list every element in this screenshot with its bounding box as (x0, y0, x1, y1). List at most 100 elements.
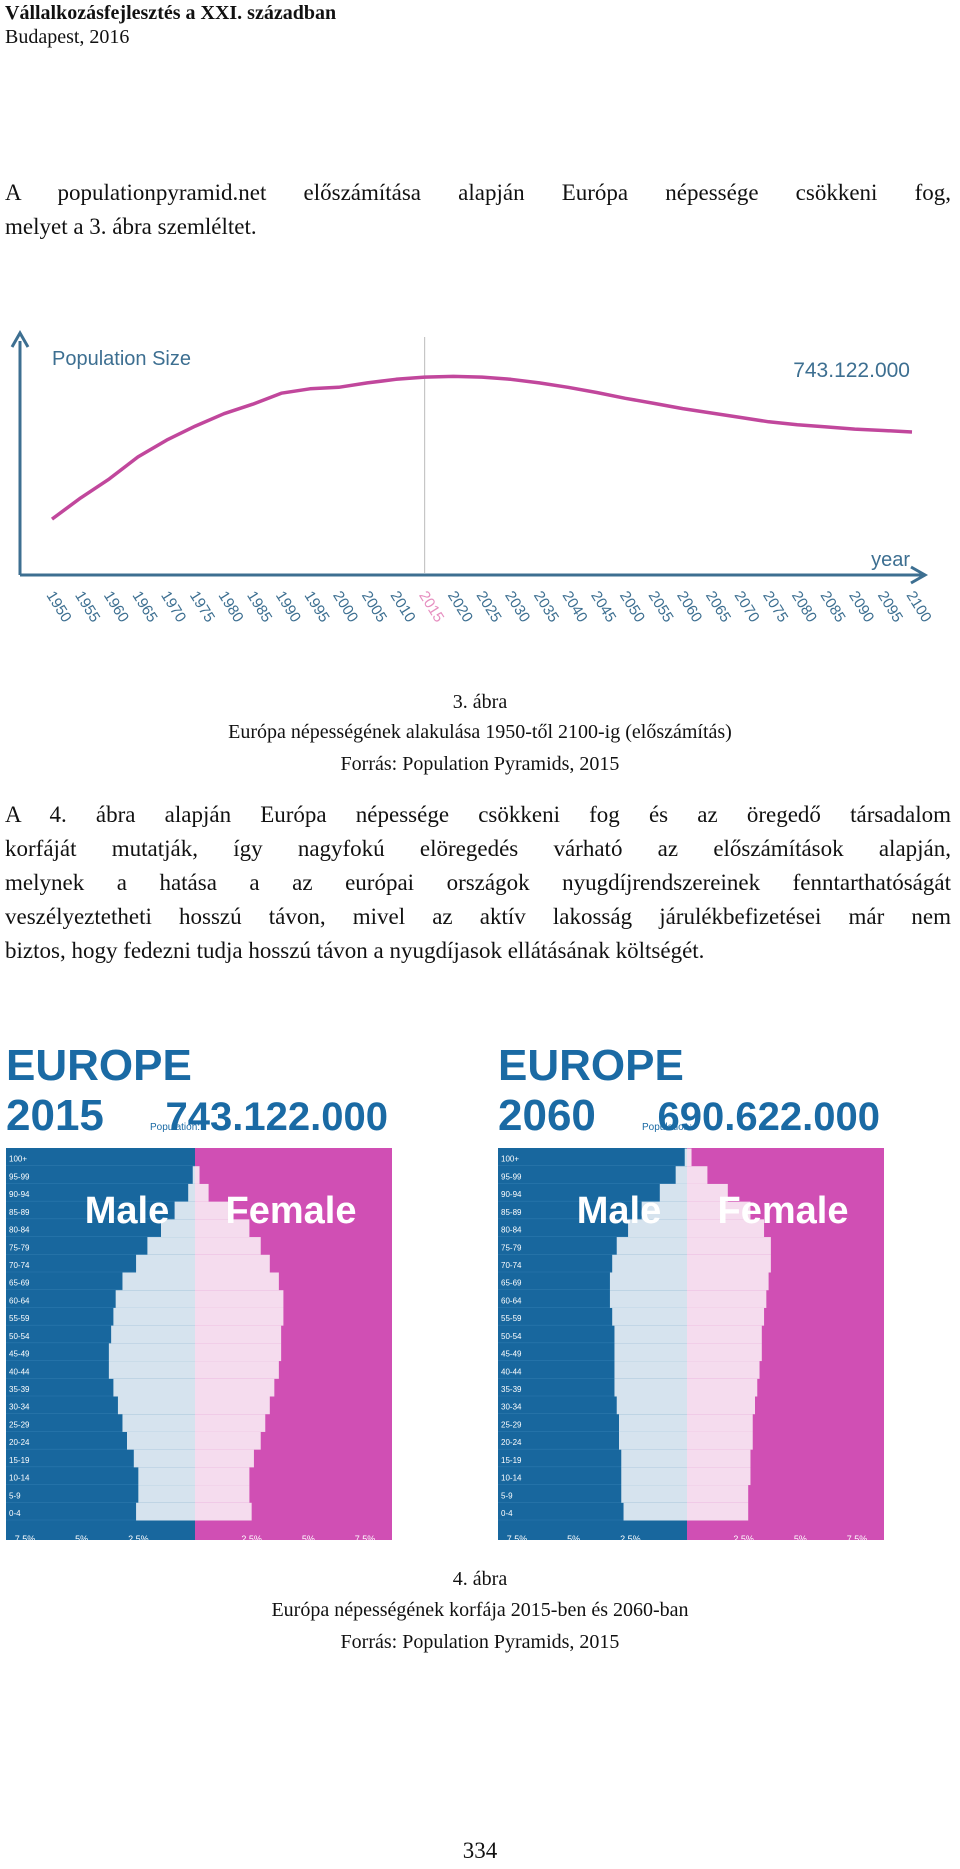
x-tick-label: 2.5% (128, 1534, 149, 1540)
x-tick-label: 2090 (845, 588, 877, 625)
male-bar (161, 1219, 195, 1238)
x-tick-label: 2020 (444, 588, 476, 625)
pyramid-year: 2060 (498, 1091, 596, 1140)
female-bar (687, 1254, 771, 1273)
female-bar (687, 1183, 728, 1202)
age-group-label: 0-4 (501, 1509, 513, 1518)
body-line: melynek a hatása a az európai országok n… (5, 870, 951, 895)
male-label: Male (85, 1190, 169, 1232)
x-tick-label: 2085 (817, 588, 849, 625)
age-group-label: 0-4 (9, 1509, 21, 1518)
female-bar (687, 1361, 760, 1379)
age-group-label: 50-54 (501, 1332, 522, 1341)
age-group-label: 20-24 (501, 1438, 522, 1447)
female-bar (687, 1431, 753, 1450)
age-group-label: 40-44 (501, 1367, 522, 1376)
male-bar (612, 1307, 687, 1326)
figure4-source: Forrás: Population Pyramids, 2015 (340, 1631, 620, 1653)
x-tick-label: 2095 (874, 588, 906, 625)
male-bar (619, 1431, 687, 1450)
age-group-label: 55-59 (9, 1314, 30, 1323)
x-tick-label: 2055 (645, 588, 677, 625)
male-bar (147, 1237, 195, 1255)
age-group-label: 15-19 (501, 1456, 522, 1465)
running-header-title: Vállalkozásfejlesztés a XXI. században (5, 2, 337, 24)
population-value: 690.622.000 (658, 1095, 880, 1139)
female-bar (195, 1325, 282, 1344)
age-group-label: 35-39 (9, 1385, 30, 1394)
female-bar (687, 1343, 762, 1362)
x-tick-label: 2035 (530, 588, 562, 625)
age-group-label: 45-49 (9, 1350, 30, 1359)
female-bar (195, 1307, 284, 1326)
x-tick-label: 1950 (43, 588, 75, 625)
x-tick-label: 2045 (587, 588, 619, 625)
female-bar (195, 1237, 261, 1255)
male-bar (122, 1272, 195, 1291)
y-axis-arrow (10, 329, 30, 348)
x-tick-label: 2015 (415, 588, 447, 625)
male-bar (138, 1467, 195, 1486)
female-bar (687, 1502, 749, 1521)
figure4-caption: Európa népességének korfája 2015-ben és … (271, 1599, 689, 1621)
x-axis-arrow (910, 565, 929, 585)
intro-paragraph: A populationpyramid.net előszámítása ala… (5, 176, 951, 244)
female-bar (195, 1254, 270, 1273)
age-group-label: 25-29 (9, 1420, 30, 1429)
body-line: veszélyeztetheti hosszú távon, mivel az … (5, 904, 951, 929)
age-group-label: 80-84 (501, 1226, 522, 1235)
x-tick-label: 2030 (501, 588, 533, 625)
male-bar (614, 1343, 687, 1362)
female-bar (195, 1361, 279, 1379)
female-bar (687, 1290, 767, 1308)
male-bar (136, 1254, 195, 1273)
age-group-label: 80-84 (9, 1226, 30, 1235)
chart-title: Population Size (52, 348, 191, 370)
page-number: 334 (462, 1838, 498, 1863)
male-bar (621, 1485, 687, 1503)
female-bar (195, 1502, 252, 1521)
x-tick-label: 2040 (559, 588, 591, 625)
age-group-label: 60-64 (501, 1296, 522, 1305)
female-bar (195, 1272, 279, 1291)
female-bar (195, 1201, 232, 1220)
male-bar (108, 1343, 195, 1362)
age-group-label: 25-29 (501, 1420, 522, 1429)
female-bar (195, 1467, 250, 1486)
female-bar (195, 1219, 250, 1238)
population-label: Population: (642, 1122, 692, 1133)
male-bar (612, 1254, 687, 1273)
age-group-label: 70-74 (501, 1261, 522, 1270)
age-group-label: 20-24 (9, 1438, 30, 1447)
x-tick-label: 1965 (129, 588, 161, 625)
female-bar (195, 1396, 270, 1415)
population-label: Population: (150, 1122, 200, 1133)
male-bar (133, 1449, 195, 1468)
age-group-label: 10-14 (9, 1474, 30, 1483)
population-line-chart: 1950195519601965197019751980198519901995… (10, 329, 935, 625)
female-bar (195, 1414, 266, 1432)
male-label: Male (577, 1190, 661, 1232)
male-bar (628, 1219, 687, 1238)
age-group-label: 65-69 (9, 1279, 30, 1288)
x-tick-label: 2.5% (733, 1534, 754, 1540)
x-tick-label: 2025 (473, 588, 505, 625)
female-bar (687, 1307, 765, 1326)
x-tick-label: 7.5% (507, 1534, 528, 1540)
age-group-label: 55-59 (501, 1314, 522, 1323)
age-group-label: 95-99 (501, 1172, 522, 1181)
age-group-label: 85-89 (501, 1208, 522, 1217)
x-tick-label: 7.5% (15, 1534, 36, 1540)
age-group-label: 10-14 (501, 1474, 522, 1483)
x-tick-label: 2.5% (620, 1534, 641, 1540)
female-bar (195, 1183, 209, 1202)
age-group-label: 5-9 (9, 1491, 21, 1500)
male-bar (614, 1325, 687, 1344)
x-tick-label: 2050 (616, 588, 648, 625)
age-group-label: 60-64 (9, 1296, 30, 1305)
male-bar (174, 1201, 195, 1220)
x-tick-label: 1980 (215, 588, 247, 625)
population-line (50, 374, 913, 521)
figure3-number: 3. ábra (452, 691, 508, 713)
